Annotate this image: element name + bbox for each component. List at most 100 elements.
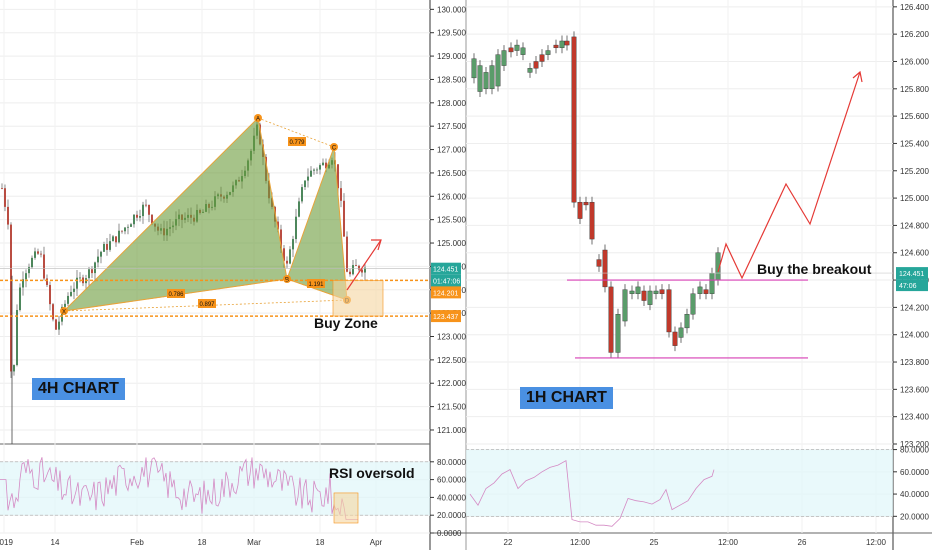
pattern-point-c-label: C — [332, 146, 337, 152]
ratio-badge: 0.897 — [199, 302, 215, 308]
candle-4h — [118, 230, 120, 243]
yrsi1h-tick-label: 80.0000 — [900, 446, 929, 455]
candle-4h — [64, 303, 66, 307]
x4h-tick-label: 18 — [198, 538, 207, 547]
candle-1h — [697, 286, 703, 294]
y1h-tick-label: 126.200 — [900, 30, 929, 39]
y1h-tick-label: 123.200 — [900, 440, 929, 449]
buy-zone-label: Buy Zone — [314, 315, 378, 331]
candle-4h — [313, 169, 315, 171]
candle-4h — [94, 262, 96, 274]
candle-4h — [142, 204, 144, 217]
pattern-point-a-marker — [254, 114, 262, 122]
ratio-badge-bg — [198, 299, 216, 308]
candle-4h — [1, 188, 3, 189]
y4h-tick-label: 130.000 — [437, 5, 466, 14]
price-label-4h: 124.451 — [433, 267, 458, 274]
price-label-1h: 124.451 — [899, 271, 924, 278]
candle-4h — [130, 224, 132, 227]
y4h-tick-label: 125.500 — [437, 216, 466, 225]
candle-1h — [483, 72, 489, 89]
candle-1h — [615, 314, 621, 353]
price-label-bg-1h — [896, 279, 928, 292]
candle-4h — [109, 241, 111, 250]
candle-4h — [304, 180, 306, 188]
candle-4h — [358, 265, 360, 270]
price-label-bg-4h — [431, 286, 461, 299]
candle-1h — [514, 44, 520, 51]
y1h-tick-label: 124.200 — [900, 303, 929, 312]
candle-1h — [508, 47, 514, 53]
ratio-badge-bg — [167, 289, 185, 298]
candle-1h — [622, 289, 628, 322]
candle-4h — [49, 284, 51, 305]
candle-4h — [40, 253, 42, 255]
buy-zone-box — [332, 280, 384, 317]
candle-1h — [653, 290, 659, 294]
rsi-line-4h — [0, 457, 358, 520]
y1h-tick-label: 125.200 — [900, 167, 929, 176]
candle-4h — [73, 288, 75, 292]
candle-4h — [55, 319, 57, 330]
candle-1h — [477, 65, 483, 92]
y4h-tick-label: 122.000 — [437, 379, 466, 388]
candle-4h — [145, 204, 147, 206]
projection-arrow — [346, 239, 382, 291]
candle-4h — [67, 295, 69, 304]
candle-4h — [79, 277, 81, 279]
candle-1h — [520, 47, 526, 55]
candle-4h — [133, 214, 135, 225]
pattern-xab-triangle — [62, 116, 288, 312]
rsi-band-1h — [466, 449, 893, 517]
candle-1h — [629, 290, 635, 294]
candle-4h — [16, 310, 18, 366]
y1h-tick-label: 124.800 — [900, 221, 929, 230]
rsi-line-1h — [469, 460, 715, 527]
x1h-tick-label: 12:00 — [570, 538, 591, 547]
candle-4h — [13, 365, 15, 372]
candle-1h — [571, 36, 577, 203]
y4h-tick-label: 127.500 — [437, 122, 466, 131]
candle-4h — [136, 214, 138, 218]
price-label-bg-4h — [431, 310, 461, 323]
chart-tag-4h: 4H CHART — [32, 378, 125, 400]
candle-1h — [666, 289, 672, 333]
pattern-point-x-marker — [60, 307, 68, 315]
x1h-tick-label: 12:00 — [866, 538, 887, 547]
candle-1h — [659, 289, 665, 294]
yrsi4h-tick-label: 40.0000 — [437, 493, 466, 502]
x1h-tick-label: 26 — [798, 538, 807, 547]
candle-1h — [545, 50, 551, 55]
x4h-tick-label: Feb — [130, 538, 144, 547]
candle-4h — [151, 214, 153, 224]
candle-4h — [319, 165, 321, 170]
price-label-4h: 01:47:06 — [433, 279, 460, 286]
chart-tag-1h: 1H CHART — [520, 387, 613, 409]
breakout-label: Buy the breakout — [757, 261, 872, 277]
candle-4h — [46, 278, 48, 285]
candle-4h — [343, 200, 345, 237]
rsi-oversold-label: RSI oversold — [329, 465, 415, 481]
candle-4h — [340, 188, 342, 201]
candle-4h — [91, 269, 93, 274]
x4h-tick-label: Mar — [247, 538, 261, 547]
candle-1h — [602, 249, 608, 288]
y4h-tick-label: 126.500 — [437, 169, 466, 178]
yrsi1h-tick-label: 20.0000 — [900, 512, 929, 521]
yrsi4h-tick-label: 80.0000 — [437, 458, 466, 467]
candle-4h — [286, 260, 288, 264]
candle-4h — [31, 257, 33, 268]
candle-1h — [684, 314, 690, 329]
candle-4h — [148, 204, 150, 215]
candle-1h — [501, 50, 507, 66]
candle-4h — [7, 206, 9, 225]
candle-4h — [307, 176, 309, 181]
candle-4h — [103, 244, 105, 252]
candle-4h — [22, 279, 24, 288]
candle-4h — [4, 188, 6, 207]
candle-1h — [495, 54, 501, 87]
y4h-tick-label: 125.000 — [437, 239, 466, 248]
y4h-tick-label: 126.000 — [437, 192, 466, 201]
candle-4h — [316, 169, 318, 171]
